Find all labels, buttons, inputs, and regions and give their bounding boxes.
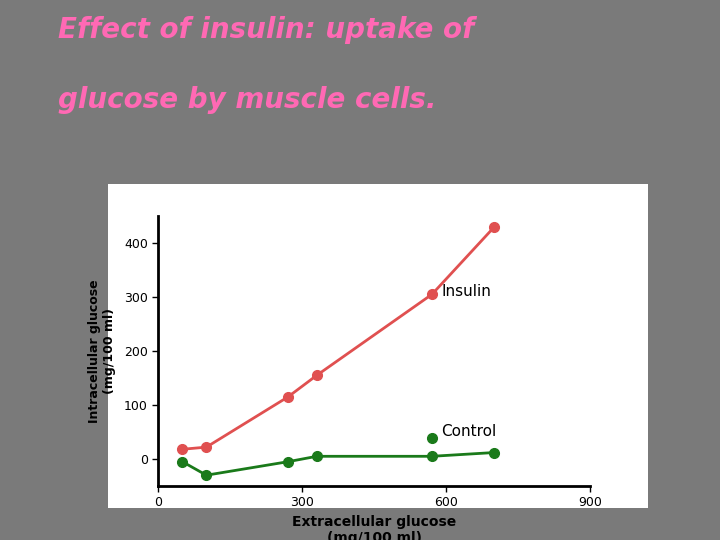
Y-axis label: Intracellular glucose
(mg/100 ml): Intracellular glucose (mg/100 ml) [88, 279, 116, 423]
X-axis label: Extracellular glucose
(mg/100 ml): Extracellular glucose (mg/100 ml) [292, 515, 456, 540]
Text: Effect of insulin: uptake of: Effect of insulin: uptake of [58, 16, 474, 44]
Text: Insulin: Insulin [441, 284, 492, 299]
Text: glucose by muscle cells.: glucose by muscle cells. [58, 86, 436, 114]
Text: Control: Control [441, 424, 497, 440]
